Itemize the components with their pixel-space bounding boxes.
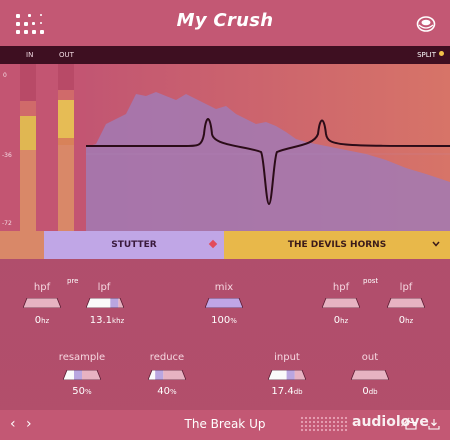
pre-lpf-value[interactable]: 13.1khz <box>89 315 125 326</box>
spectrum-fill <box>86 92 450 231</box>
split-toggle[interactable]: SPLIT <box>417 51 444 59</box>
header: My Crush <box>0 0 450 46</box>
dot-pattern-decoration <box>300 416 348 432</box>
pre-hpf-slider[interactable] <box>23 298 61 308</box>
reduce-slider[interactable] <box>148 370 186 380</box>
out-slider[interactable] <box>351 370 389 380</box>
resample-value[interactable]: 50% <box>72 386 92 397</box>
tab-left-edge[interactable] <box>0 231 44 259</box>
download-icon[interactable] <box>428 418 440 430</box>
pre-lpf-slider[interactable] <box>86 298 124 308</box>
out-label: out <box>361 352 379 363</box>
prev-preset-button[interactable]: ‹ <box>10 416 16 432</box>
plugin-title: My Crush <box>176 10 274 31</box>
out-value[interactable]: 0db <box>362 386 378 397</box>
split-label: SPLIT <box>417 51 436 59</box>
out-meter-label: OUT <box>59 51 74 59</box>
in-meter-label: IN <box>26 51 34 59</box>
scale-label-top: 0 <box>3 72 7 79</box>
scale-label-mid: -36 <box>2 152 12 159</box>
spectrum-display: IN OUT SPLIT 0 -36 -72 <box>0 46 450 231</box>
reduce-value[interactable]: 40% <box>157 386 177 397</box>
resample-label: resample <box>58 352 106 363</box>
tab-stutter-label: STUTTER <box>111 240 157 250</box>
split-indicator-icon <box>439 51 444 56</box>
post-hpf-slider[interactable] <box>322 298 360 308</box>
resample-slider[interactable] <box>63 370 101 380</box>
settings-icon[interactable] <box>416 14 436 34</box>
diamond-indicator-icon <box>208 239 218 249</box>
tab-devils-horns-label: THE DEVILS HORNS <box>287 240 387 250</box>
reduce-label: reduce <box>149 352 185 363</box>
post-label: post <box>363 277 379 285</box>
post-hpf-value[interactable]: 0hz <box>333 315 349 326</box>
pre-label: pre <box>67 277 79 285</box>
input-value[interactable]: 17.4db <box>271 386 303 397</box>
post-lpf-slider[interactable] <box>387 298 425 308</box>
post-lpf-label: lpf <box>399 282 413 293</box>
tab-stutter[interactable]: STUTTER <box>44 231 224 259</box>
preset-name[interactable]: The Break Up <box>184 417 266 431</box>
display-topbar <box>0 46 450 64</box>
watermark: audioløve <box>352 414 429 430</box>
input-slider[interactable] <box>268 370 306 380</box>
chevron-down-icon[interactable] <box>432 241 440 247</box>
spectrum-graph[interactable] <box>86 64 450 231</box>
post-hpf-label: hpf <box>332 282 350 293</box>
post-lpf-value[interactable]: 0hz <box>398 315 414 326</box>
filter-curve <box>86 118 450 206</box>
folder-icon[interactable] <box>405 419 417 430</box>
out-meter <box>58 64 74 231</box>
mix-slider[interactable] <box>205 298 243 308</box>
tab-devils-horns[interactable]: THE DEVILS HORNS <box>224 231 450 259</box>
in-meter <box>20 64 36 231</box>
mix-value[interactable]: 100% <box>211 315 237 326</box>
dot-grid-logo-icon[interactable] <box>16 14 46 34</box>
mix-label: mix <box>214 282 234 293</box>
input-label: input <box>274 352 300 363</box>
pre-lpf-label: lpf <box>97 282 111 293</box>
pre-hpf-value[interactable]: 0hz <box>34 315 50 326</box>
pre-hpf-label: hpf <box>33 282 51 293</box>
scale-label-bottom: -72 <box>2 220 12 227</box>
next-preset-button[interactable]: › <box>26 416 32 432</box>
footer: ‹ › The Break Up audioløve <box>0 410 450 440</box>
